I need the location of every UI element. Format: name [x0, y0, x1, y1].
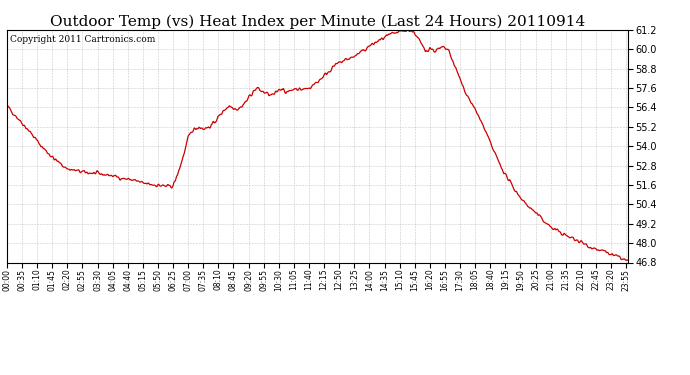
Text: Copyright 2011 Cartronics.com: Copyright 2011 Cartronics.com [10, 34, 155, 44]
Title: Outdoor Temp (vs) Heat Index per Minute (Last 24 Hours) 20110914: Outdoor Temp (vs) Heat Index per Minute … [50, 15, 585, 29]
